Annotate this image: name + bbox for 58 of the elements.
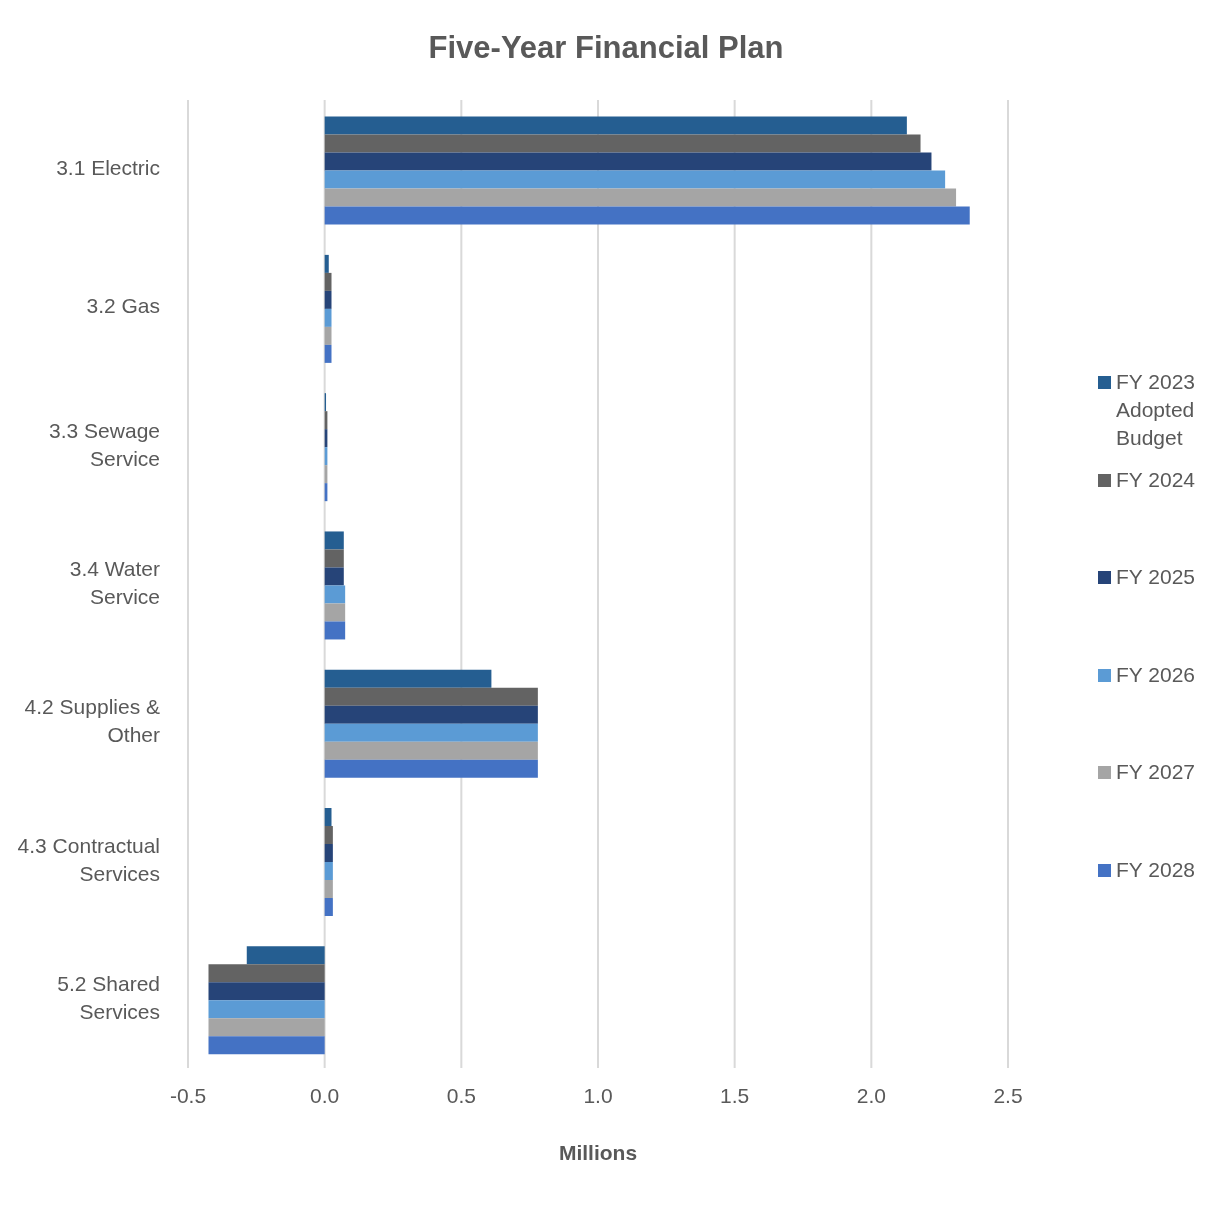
bar: [324, 741, 538, 760]
y-tick-label: 5.2 Shared Services: [57, 971, 160, 1023]
bar: [324, 759, 538, 778]
bar: [208, 964, 325, 983]
bar: [324, 116, 907, 135]
bar: [324, 898, 333, 917]
x-tick-label: 2.0: [856, 1083, 886, 1107]
bar: [324, 531, 344, 550]
bar: [324, 170, 946, 189]
x-tick-label: 1.5: [720, 1083, 750, 1107]
legend-label: FY 2028: [1116, 856, 1196, 883]
bar: [324, 669, 492, 688]
bar: [324, 844, 333, 863]
bar: [324, 188, 957, 207]
legend-label: FY 2027: [1116, 759, 1196, 785]
y-tick-label: 3.1 Electric: [56, 155, 160, 179]
bar: [324, 326, 332, 345]
bar: [324, 272, 332, 291]
bar: [208, 1036, 325, 1055]
legend-label: FY 2024: [1116, 466, 1196, 493]
bar: [324, 567, 344, 586]
y-tick-label: 3.3 Sewage Service: [49, 418, 160, 470]
bar: [324, 152, 932, 171]
bar: [324, 549, 344, 568]
bar: [324, 206, 970, 225]
bar: [324, 808, 332, 827]
bar: [324, 134, 921, 153]
bar: [324, 254, 329, 273]
bar: [324, 880, 333, 899]
bar: [246, 946, 325, 965]
x-tick-label: 2.5: [993, 1083, 1023, 1107]
bar: [324, 705, 538, 724]
x-axis-title: Millions: [558, 1141, 638, 1164]
bar: [324, 826, 333, 845]
bar: [324, 290, 332, 309]
y-tick-label: 3.2 Gas: [86, 293, 160, 317]
bar: [324, 621, 346, 640]
x-tick-label: 1.0: [583, 1083, 613, 1107]
y-tick-label: 4.2 Supplies & Other: [24, 694, 160, 746]
legend-label: FY 2025: [1116, 564, 1196, 590]
y-tick-label: 4.3 Contractual Services: [17, 833, 160, 885]
bar: [208, 1000, 325, 1019]
y-tick-label: 3.4 Water Service: [69, 556, 160, 608]
legend-label: FY 2026: [1116, 661, 1196, 688]
bar: [324, 723, 538, 742]
bar: [324, 862, 333, 881]
bar: [324, 308, 332, 327]
bar: [324, 687, 538, 706]
bar: [324, 603, 346, 622]
x-tick-label: -0.5: [169, 1083, 207, 1107]
bar: [324, 585, 346, 604]
chart-title: Five-Year Financial Plan: [427, 30, 785, 66]
x-tick-label: 0.0: [310, 1083, 340, 1107]
legend-label: FY 2023 Adopted Budget: [1116, 369, 1196, 451]
bar: [324, 344, 332, 363]
x-tick-label: 0.5: [446, 1083, 476, 1107]
bar: [208, 982, 325, 1001]
bar: [208, 1018, 325, 1037]
